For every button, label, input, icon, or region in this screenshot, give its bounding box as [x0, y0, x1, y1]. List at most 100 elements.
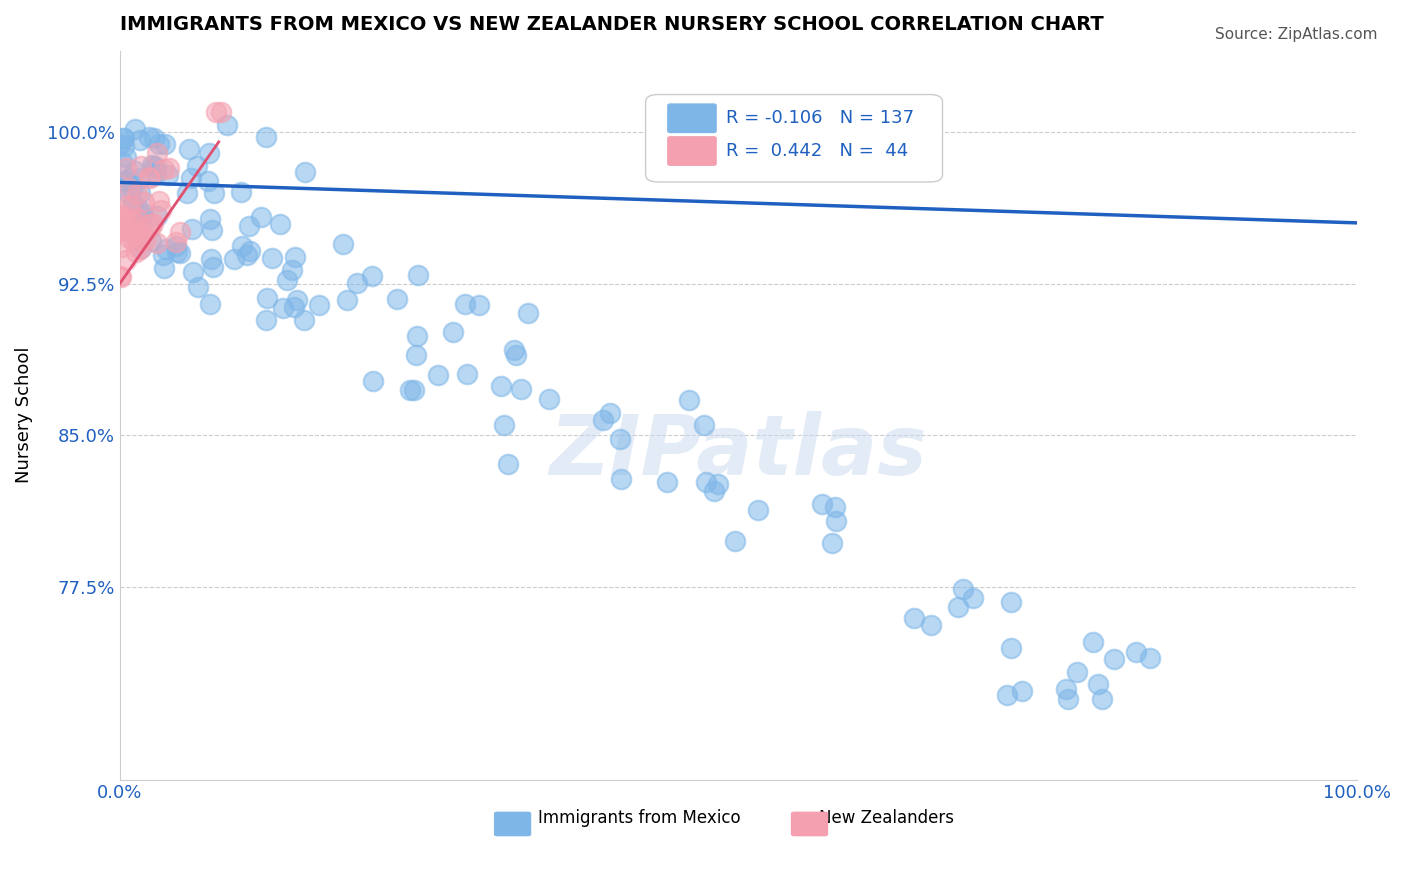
Point	[125, 232, 148, 246]
Point	[187, 280, 209, 294]
Y-axis label: Nursery School: Nursery School	[15, 347, 32, 483]
Point	[200, 252, 222, 266]
Point	[398, 383, 420, 397]
Point	[117, 180, 139, 194]
Point	[125, 228, 148, 243]
Point	[201, 223, 224, 237]
Text: Source: ZipAtlas.com: Source: ZipAtlas.com	[1215, 27, 1378, 42]
Point	[609, 472, 631, 486]
Point	[111, 199, 134, 213]
Point	[1066, 665, 1088, 680]
Point	[110, 136, 132, 151]
Point	[183, 265, 205, 279]
Point	[110, 224, 132, 238]
Point	[197, 174, 219, 188]
Point	[165, 235, 187, 249]
Point	[332, 237, 354, 252]
Point	[1091, 691, 1114, 706]
Point	[114, 139, 136, 153]
Point	[127, 227, 149, 242]
Point	[112, 209, 135, 223]
Text: R =  0.442   N =  44: R = 0.442 N = 44	[725, 142, 908, 160]
Point	[1000, 595, 1022, 609]
Point	[254, 312, 277, 326]
Text: IMMIGRANTS FROM MEXICO VS NEW ZEALANDER NURSERY SCHOOL CORRELATION CHART: IMMIGRANTS FROM MEXICO VS NEW ZEALANDER …	[120, 15, 1104, 34]
FancyBboxPatch shape	[495, 813, 530, 836]
Point	[142, 159, 165, 173]
Point	[1125, 645, 1147, 659]
Point	[131, 241, 153, 255]
Point	[118, 172, 141, 186]
Point	[962, 591, 984, 606]
Point	[181, 222, 204, 236]
Point	[294, 312, 316, 326]
Point	[308, 298, 330, 312]
Point	[198, 212, 221, 227]
Point	[121, 198, 143, 212]
Point	[124, 223, 146, 237]
Point	[294, 165, 316, 179]
Point	[1139, 650, 1161, 665]
Point	[209, 104, 232, 119]
Point	[496, 457, 519, 471]
Point	[494, 418, 516, 433]
Point	[153, 136, 176, 151]
Point	[180, 171, 202, 186]
Point	[150, 203, 173, 218]
Point	[1081, 635, 1104, 649]
Point	[283, 300, 305, 314]
Point	[824, 500, 846, 515]
Point	[138, 130, 160, 145]
Point	[346, 276, 368, 290]
Point	[145, 166, 167, 180]
Point	[152, 161, 174, 176]
Point	[114, 174, 136, 188]
Point	[108, 268, 131, 283]
Point	[117, 175, 139, 189]
Point	[426, 368, 449, 382]
Point	[703, 484, 725, 499]
Point	[169, 246, 191, 260]
Point	[186, 159, 208, 173]
Point	[1087, 677, 1109, 691]
Point	[134, 194, 156, 209]
Point	[177, 142, 200, 156]
Point	[825, 514, 848, 528]
Point	[537, 392, 560, 406]
Point	[117, 218, 139, 232]
Point	[1054, 682, 1077, 697]
Point	[112, 130, 135, 145]
Point	[114, 213, 136, 227]
Point	[132, 206, 155, 220]
Point	[165, 239, 187, 253]
Point	[468, 298, 491, 312]
Point	[231, 185, 253, 199]
Point	[118, 231, 141, 245]
Point	[361, 374, 384, 388]
Point	[148, 136, 170, 151]
Point	[810, 497, 832, 511]
Point	[952, 582, 974, 597]
Point	[456, 368, 478, 382]
Point	[238, 219, 260, 233]
Point	[256, 291, 278, 305]
Point	[111, 240, 134, 254]
Point	[139, 220, 162, 235]
Point	[281, 263, 304, 277]
Point	[222, 252, 245, 266]
Point	[609, 432, 631, 446]
Point	[142, 216, 165, 230]
Point	[903, 611, 925, 625]
Point	[146, 236, 169, 251]
Point	[1102, 652, 1125, 666]
Point	[695, 475, 717, 489]
Point	[441, 325, 464, 339]
Point	[285, 293, 308, 307]
Point	[239, 244, 262, 258]
Point	[517, 306, 540, 320]
Point	[821, 535, 844, 549]
Point	[260, 251, 283, 265]
Point	[125, 245, 148, 260]
Point	[404, 383, 426, 397]
Point	[995, 688, 1018, 702]
